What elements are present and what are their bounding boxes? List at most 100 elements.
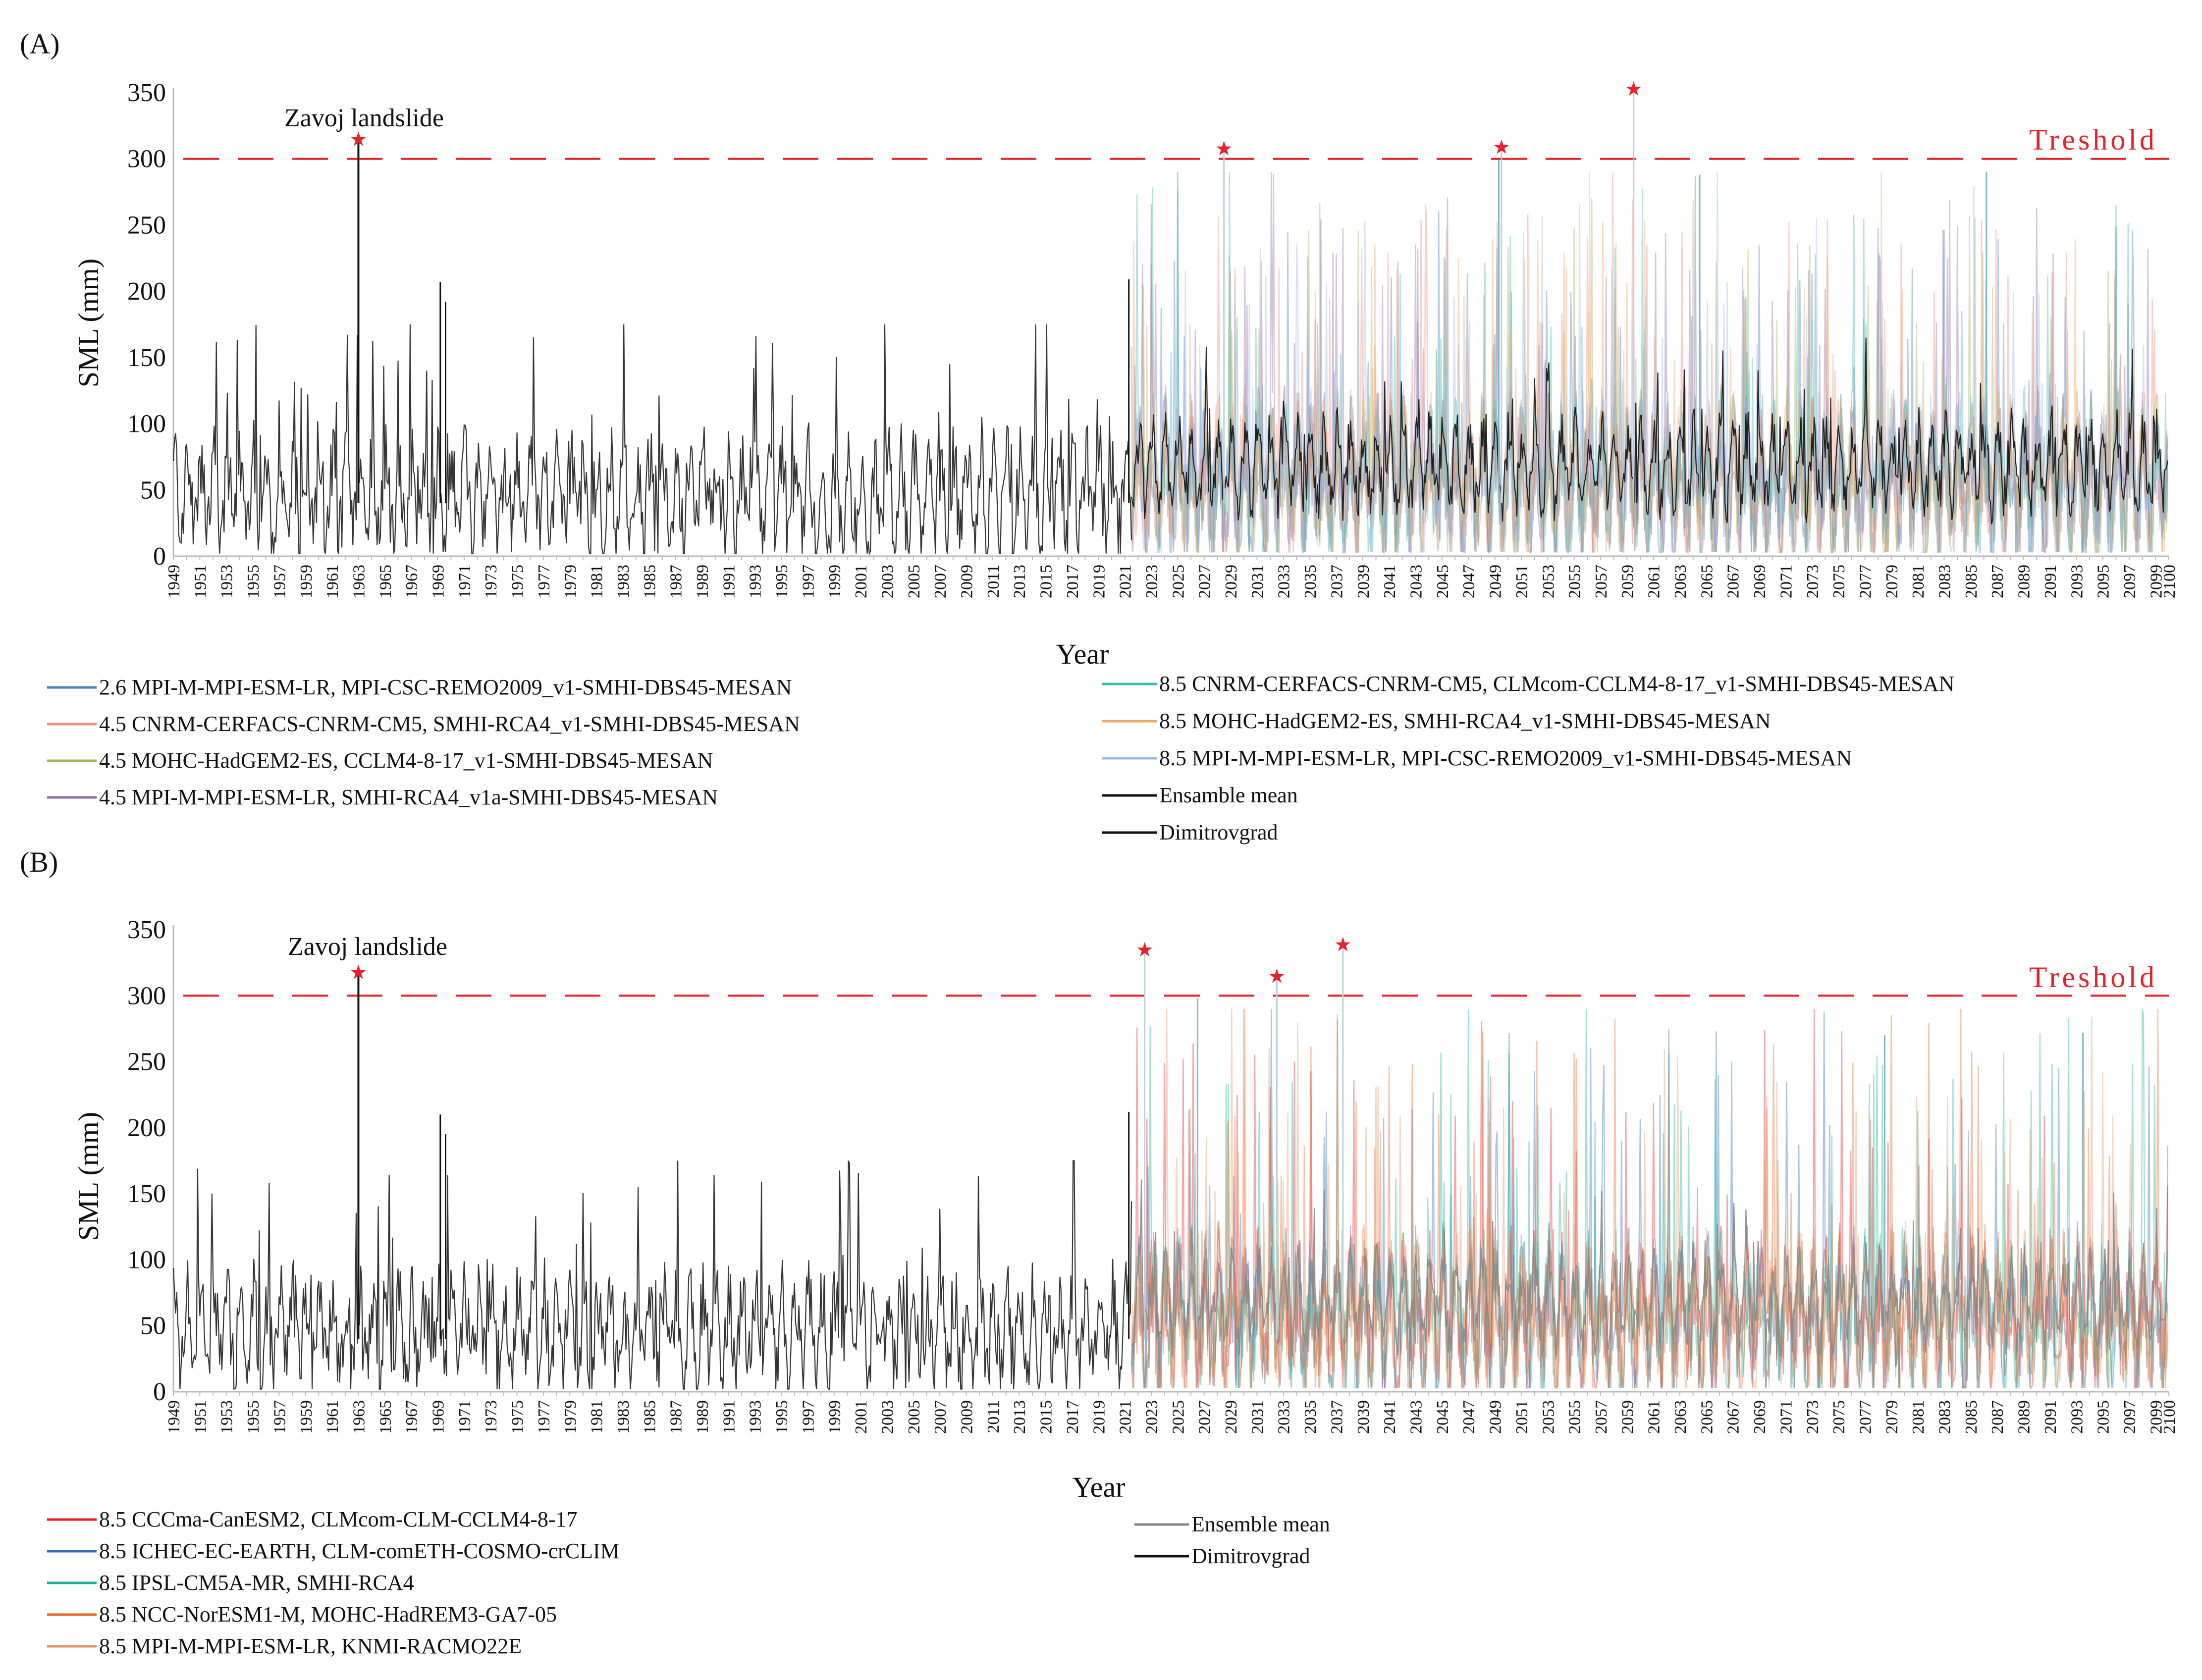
panel-b-y-axis-label: SML (mm) (72, 1112, 105, 1241)
panel-b-x-tick-label: 2021 (1117, 1400, 1135, 1434)
panel-a-x-tick-label: 2051 (1513, 565, 1531, 598)
panel-a-x-tick-label: 2075 (1830, 565, 1848, 598)
panel-a-legend-label: 8.5 MPI-M-MPI-ESM-LR, MPI-CSC-REMO2009_v… (1159, 746, 1852, 770)
panel-a-x-tick-label: 1999 (826, 565, 844, 598)
panel-b-x-tick-label: 2031 (1248, 1400, 1267, 1434)
panel-b-observed-line (172, 1160, 1132, 1390)
panel-b-y-tick-label: 250 (127, 1048, 166, 1076)
panel-a-x-tick-label: 1977 (535, 565, 553, 598)
panel-b-legend-left: 8.5 CCCma-CanESM2, CLMcom-CLM-CCLM4-8-17… (47, 1507, 620, 1658)
panel-a-y-tick-label: 50 (140, 476, 166, 504)
panel-a-peak-star-icon: ★ (1215, 137, 1233, 160)
panel-b-x-tick-label: 2013 (1011, 1400, 1029, 1434)
panel-b-x-tick-label: 2100 (2160, 1400, 2179, 1434)
panel-b-x-tick-label: 1967 (403, 1400, 421, 1434)
panel-b-legend-label: Ensemble mean (1191, 1512, 1330, 1536)
panel-b-x-tick-label: 1997 (799, 1400, 817, 1434)
panel-b-x-tick-label: 2063 (1671, 1400, 1690, 1434)
panel-b-legend-label: 8.5 NCC-NorESM1-M, MOHC-HadREM3-GA7-05 (99, 1602, 557, 1627)
panel-a-series-line-1 (1130, 172, 2169, 554)
panel-a-x-tick-label: 2057 (1592, 565, 1611, 598)
panel-b-y-tick-label: 300 (127, 982, 166, 1010)
panel-a-x-tick-label: 1955 (244, 565, 263, 598)
panel-a-threshold-label: Treshold (2029, 123, 2157, 156)
panel-b-x-tick-label: 2059 (1618, 1400, 1637, 1434)
panel-b-x-tick-label: 1991 (720, 1400, 738, 1434)
panel-b-x-tick-label: 2075 (1830, 1400, 1848, 1434)
panel-a-x-tick-label: 2053 (1539, 565, 1558, 598)
panel-b-y-tick-label: 350 (127, 916, 166, 944)
panel-a-x-tick-label: 2055 (1566, 565, 1584, 598)
panel-b-x-tick-label: 2085 (1962, 1400, 1981, 1434)
panel-a-legend-label: Dimitrovgrad (1159, 820, 1278, 844)
panel-b-x-tick-label: 2049 (1487, 1400, 1505, 1434)
panel-b-x-tick-label: 2069 (1751, 1400, 1769, 1434)
panel-a-series-group (172, 158, 2169, 556)
panel-a-x-tick-label: 2027 (1196, 565, 1214, 598)
panel-a-legend-label: 8.5 MOHC-HadGEM2-ES, SMHI-RCA4_v1-SMHI-D… (1159, 709, 1771, 733)
panel-b-x-tick-label: 1989 (694, 1400, 712, 1434)
panel-a-x-tick-label: 2037 (1328, 565, 1346, 598)
panel-b-x-tick-label: 2051 (1513, 1400, 1531, 1434)
panel-a-x-tick-label: 2093 (2068, 565, 2086, 598)
panel-b-x-tick-label: 2093 (2068, 1400, 2086, 1434)
panel-a-series-line-4 (1130, 172, 2169, 555)
panel-a-x-tick-label: 2049 (1487, 565, 1505, 598)
panel-a-x-tick-label: 1981 (588, 565, 606, 598)
panel-b-x-tick-label: 1963 (350, 1400, 368, 1434)
panel-a-x-tick-label: 2083 (1936, 565, 1954, 598)
panel-a-x-tick-label: 2039 (1354, 565, 1373, 598)
panel-a-x-tick-label: 2011 (984, 565, 1003, 598)
panel-b-x-tick-label: 1977 (535, 1400, 553, 1434)
panel-b-x-tick-label: 1985 (641, 1400, 659, 1434)
panel-b-x-tick-label: 2083 (1936, 1400, 1954, 1434)
panel-b-peak-star-icon: ★ (1268, 965, 1286, 988)
panel-a-x-tick-label: 2065 (1698, 565, 1716, 598)
panel-a-legend-label: Ensamble mean (1159, 783, 1298, 807)
panel-a-peak-star-icon: ★ (1625, 78, 1643, 101)
panel-a-x-tick-label: 2009 (958, 565, 976, 598)
panel-a-x-tick-label: 2043 (1407, 565, 1425, 598)
panel-b-x-tick-label: 1961 (323, 1400, 342, 1434)
panel-a-x-tick-label: 2023 (1143, 565, 1161, 598)
panel-b-legend-label: 8.5 IPSL-CM5A-MR, SMHI-RCA4 (99, 1571, 414, 1595)
panel-a-x-tick-label: 2041 (1381, 565, 1399, 598)
panel-b-series-group (172, 998, 2169, 1390)
panel-b-x-tick-label: 2005 (905, 1400, 923, 1434)
panel-b-x-tick-label: 2025 (1169, 1400, 1187, 1434)
panel-a-y-tick-label: 150 (127, 344, 166, 372)
panel-a-x-tick-label: 2007 (931, 565, 950, 598)
panel-a-x-tick-label: 1971 (456, 565, 474, 598)
panel-a-y-tick-label: 0 (153, 542, 166, 571)
panel-a-x-tick-label: 2021 (1117, 565, 1135, 598)
panel-b-x-tick-label: 2097 (2121, 1400, 2139, 1434)
panel-a-ensemble-mean-line (1130, 337, 2168, 525)
panel-a-x-tick-label: 2013 (1011, 565, 1029, 598)
panel-b-legend-right: Ensemble mean Dimitrovgrad (1134, 1512, 1330, 1568)
panel-b-legend-label: Dimitrovgrad (1191, 1544, 1310, 1568)
panel-a-x-tick-label: 1987 (667, 565, 686, 598)
panel-b-series-line-1 (1130, 1008, 2169, 1390)
panel-a-x-tick-label: 2003 (878, 565, 897, 598)
panel-b-x-tick-label: 2011 (984, 1400, 1003, 1433)
panel-b-x-tick-label: 2089 (2015, 1400, 2034, 1434)
panel-a-plot-area: 0 50 100 150 200 250 300 350 1949 1951 1953 1955 195… (127, 78, 2179, 598)
panel-a-x-tick-label: 2001 (852, 565, 870, 598)
panel-a-x-tick-label: 2045 (1434, 565, 1452, 598)
panel-b-y-tick-label: 100 (127, 1246, 166, 1274)
panel-a-legend-left: 2.6 MPI-M-MPI-ESM-LR, MPI-CSC-REMO2009_v… (47, 675, 800, 809)
panel-a-y-tick-label: 100 (127, 410, 166, 438)
panel-b-x-tick-label: 2073 (1804, 1400, 1822, 1434)
panel-b-x-tick-label: 1973 (482, 1400, 500, 1434)
panel-b-legend-label: 8.5 ICHEC-EC-EARTH, CLM-comETH-COSMO-crC… (99, 1539, 620, 1563)
panel-b-x-tick-label: 2057 (1592, 1400, 1611, 1434)
panel-b-x-tick-label: 2043 (1407, 1400, 1425, 1434)
panel-b-x-tick-label: 1979 (561, 1400, 580, 1434)
panel-b-x-tick-label: 2095 (2095, 1400, 2113, 1434)
panel-b-x-tick-label: 1995 (773, 1400, 791, 1434)
panel-a-x-tick-label: 1989 (694, 565, 712, 598)
panel-a-x-tick-label: 2031 (1248, 565, 1267, 598)
panel-b-x-tick-label: 1975 (509, 1400, 527, 1434)
panel-a-x-tick-label: 1991 (720, 565, 738, 598)
